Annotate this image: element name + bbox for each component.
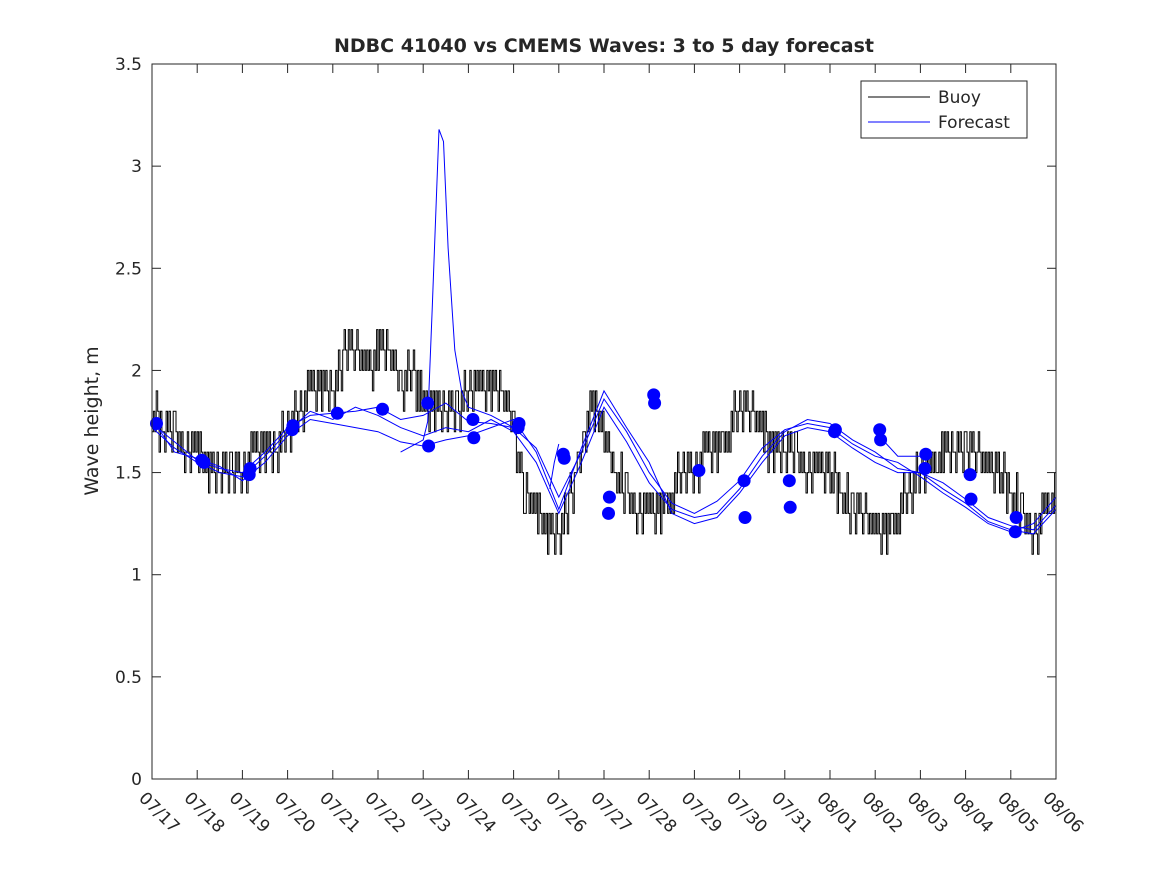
forecast-marker bbox=[873, 423, 887, 437]
forecast-marker bbox=[150, 417, 163, 430]
forecast-line-3 bbox=[400, 129, 514, 453]
forecast-marker bbox=[557, 451, 571, 465]
forecast-marker bbox=[330, 406, 344, 420]
forecast-marker bbox=[874, 433, 888, 447]
x-tick-label: 07/18 bbox=[180, 788, 229, 837]
forecast-marker bbox=[286, 419, 300, 433]
y-tick-label: 2 bbox=[131, 361, 142, 381]
forecast-marker bbox=[421, 396, 435, 410]
x-tick-label: 07/30 bbox=[722, 788, 771, 837]
x-tick-label: 07/20 bbox=[270, 788, 319, 837]
forecast-marker bbox=[648, 396, 662, 410]
forecast-marker bbox=[964, 492, 978, 506]
y-tick-label: 1 bbox=[131, 566, 142, 586]
x-tick-label: 07/31 bbox=[767, 788, 816, 837]
x-tick-label: 07/19 bbox=[225, 788, 274, 837]
forecast-line-4 bbox=[549, 443, 560, 489]
forecast-marker bbox=[918, 462, 932, 475]
marker-layer bbox=[150, 388, 1023, 539]
x-tick-label: 07/17 bbox=[134, 788, 183, 837]
legend: Buoy Forecast bbox=[860, 80, 1028, 139]
forecast-marker bbox=[692, 464, 706, 477]
series-layer bbox=[151, 129, 1057, 555]
x-tick-label: 07/24 bbox=[451, 788, 500, 837]
forecast-marker bbox=[467, 431, 481, 445]
legend-label-buoy: Buoy bbox=[938, 88, 981, 108]
buoy-line bbox=[152, 329, 1057, 555]
legend-label-forecast: Forecast bbox=[938, 113, 1010, 133]
forecast-line-2 bbox=[151, 389, 1057, 535]
forecast-marker bbox=[828, 423, 842, 437]
y-axis-label: Wave height, m bbox=[81, 346, 103, 495]
y-tick-label: 2.5 bbox=[115, 259, 142, 279]
x-tick-label: 07/29 bbox=[677, 788, 726, 837]
legend-box bbox=[860, 80, 1028, 139]
forecast-marker bbox=[243, 462, 257, 475]
forecast-marker bbox=[737, 474, 751, 488]
forecast-marker bbox=[422, 439, 436, 453]
x-tick-label: 08/02 bbox=[858, 788, 907, 837]
forecast-marker bbox=[466, 413, 480, 426]
forecast-marker bbox=[376, 402, 389, 416]
x-tick-label: 08/03 bbox=[903, 788, 952, 837]
x-tick-label: 08/06 bbox=[1038, 788, 1087, 837]
forecast-marker bbox=[197, 455, 211, 469]
y-tick-label: 3 bbox=[131, 157, 142, 177]
forecast-marker bbox=[602, 506, 615, 520]
y-tick-label: 1.5 bbox=[115, 464, 142, 484]
y-tick-label: 0.5 bbox=[115, 668, 142, 688]
x-tick-label: 07/23 bbox=[406, 788, 455, 837]
forecast-line-1 bbox=[151, 406, 1057, 531]
forecast-marker bbox=[783, 500, 797, 514]
forecast-marker bbox=[919, 447, 933, 461]
forecast-marker bbox=[512, 417, 526, 430]
x-tick-label: 07/26 bbox=[541, 788, 590, 837]
x-tick-label: 07/21 bbox=[315, 788, 364, 837]
chart-title: NDBC 41040 vs CMEMS Waves: 3 to 5 day fo… bbox=[334, 35, 874, 57]
forecast-marker bbox=[602, 490, 616, 504]
x-tick-label: 07/28 bbox=[632, 788, 681, 837]
x-tick-label: 08/05 bbox=[993, 788, 1042, 837]
x-tick-label: 08/04 bbox=[948, 788, 997, 837]
forecast-marker bbox=[963, 468, 977, 482]
x-tick-label: 07/22 bbox=[360, 788, 409, 837]
forecast-line-0 bbox=[151, 397, 1057, 533]
x-tick-label: 08/01 bbox=[812, 788, 861, 837]
forecast-marker bbox=[1009, 511, 1023, 524]
forecast-marker bbox=[1008, 525, 1022, 539]
x-tick-label: 07/27 bbox=[586, 788, 635, 837]
x-tick-label: 07/25 bbox=[496, 788, 545, 837]
y-tick-label: 3.5 bbox=[115, 55, 142, 75]
y-tick-label: 0 bbox=[131, 770, 142, 790]
forecast-marker bbox=[738, 511, 752, 524]
forecast-marker bbox=[782, 474, 796, 488]
